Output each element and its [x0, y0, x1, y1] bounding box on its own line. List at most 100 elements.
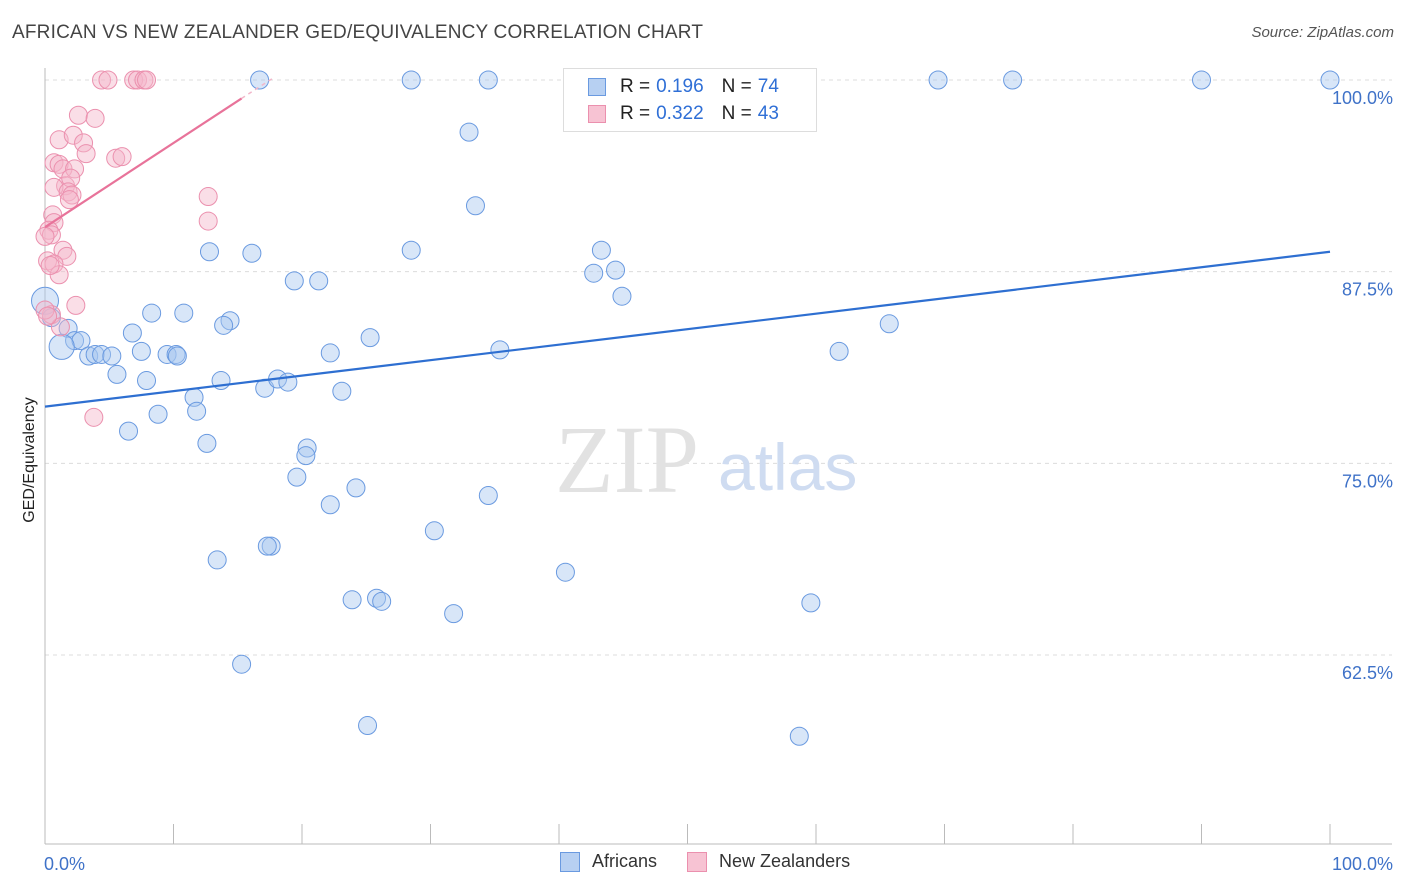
- data-point: [198, 187, 218, 207]
- data-point: [92, 70, 112, 90]
- data-point: [85, 108, 105, 128]
- data-point: [40, 256, 60, 276]
- data-point: [478, 486, 498, 506]
- data-point: [346, 478, 366, 498]
- data-point: [284, 271, 304, 291]
- chart-title: AFRICAN VS NEW ZEALANDER GED/EQUIVALENCY…: [12, 22, 704, 43]
- data-point: [612, 286, 632, 306]
- legend-swatch-africans: [588, 78, 606, 96]
- data-point: [198, 211, 218, 231]
- data-point: [167, 346, 187, 366]
- legend-item-africans[interactable]: Africans: [560, 851, 657, 872]
- data-point: [199, 242, 219, 262]
- legend-r-value: 0.196: [656, 76, 704, 97]
- data-point: [137, 70, 157, 90]
- data-point: [367, 588, 387, 608]
- data-point: [401, 240, 421, 260]
- data-point: [424, 521, 444, 541]
- data-point: [465, 196, 485, 216]
- data-point: [879, 314, 899, 334]
- legend-label-africans: Africans: [592, 851, 658, 871]
- data-point: [801, 593, 821, 613]
- data-point: [84, 407, 104, 427]
- y-tick-label: 75.0%: [1342, 471, 1393, 491]
- trendline-extension: [241, 77, 273, 100]
- y-tick-label: 62.5%: [1342, 663, 1393, 683]
- africans-points: [31, 70, 1340, 746]
- data-point: [928, 70, 948, 90]
- data-point: [142, 303, 162, 323]
- legend-r-label: R =: [620, 103, 651, 124]
- data-point: [85, 344, 105, 364]
- data-point: [297, 438, 317, 458]
- data-point: [606, 260, 626, 280]
- stats-legend: R = 0.196 N = 74 R = 0.322 N = 43: [563, 68, 817, 132]
- data-point: [98, 70, 118, 90]
- data-point: [50, 317, 70, 337]
- data-point: [76, 144, 96, 164]
- trendline-africans: [44, 250, 1331, 408]
- axes: [44, 68, 1392, 845]
- data-point: [332, 381, 352, 401]
- data-point: [232, 654, 252, 674]
- data-point: [65, 331, 85, 351]
- data-point: [197, 433, 217, 453]
- data-point: [287, 467, 307, 487]
- legend-row-africans: R = 0.196 N = 74: [588, 75, 785, 99]
- data-point: [58, 318, 78, 338]
- legend-n-value: 43: [757, 103, 779, 124]
- data-point: [41, 225, 61, 245]
- data-point: [250, 70, 270, 90]
- data-point: [214, 315, 234, 335]
- data-point: [459, 122, 479, 142]
- data-point: [131, 341, 151, 361]
- data-point: [35, 226, 55, 246]
- data-point: [242, 243, 262, 263]
- data-point: [320, 343, 340, 363]
- data-point: [342, 590, 362, 610]
- data-point: [360, 328, 380, 348]
- legend-r-label: R =: [620, 76, 651, 97]
- data-point: [107, 364, 127, 384]
- data-point: [490, 340, 510, 360]
- data-point: [187, 401, 207, 421]
- data-point: [53, 240, 73, 260]
- data-point: [174, 303, 194, 323]
- data-point: [122, 323, 142, 343]
- data-point: [320, 495, 340, 515]
- data-point: [591, 240, 611, 260]
- data-point: [789, 726, 809, 746]
- data-point: [66, 295, 86, 315]
- data-point: [478, 70, 498, 90]
- data-point: [65, 159, 85, 179]
- source-label: Source: ZipAtlas.com: [1251, 24, 1394, 41]
- data-point: [68, 105, 88, 125]
- data-point: [71, 331, 91, 351]
- legend-swatch-new-zealanders: [687, 851, 708, 872]
- legend-label-new-zealanders: New Zealanders: [719, 851, 851, 871]
- legend-r-value: 0.322: [656, 103, 704, 124]
- data-point: [102, 346, 122, 366]
- watermark-atlas: atlas: [718, 430, 857, 504]
- data-point: [63, 125, 83, 145]
- data-point: [137, 371, 157, 391]
- data-point: [148, 404, 168, 424]
- data-point: [584, 263, 604, 283]
- trendlines: [44, 77, 1331, 408]
- data-point: [38, 306, 58, 326]
- legend-n-label: N =: [721, 76, 752, 97]
- data-point: [401, 70, 421, 90]
- data-point: [444, 604, 464, 624]
- legend-item-new-zealanders[interactable]: New Zealanders: [687, 851, 850, 872]
- watermark-zip: ZIP: [555, 406, 699, 513]
- legend-n-value: 74: [757, 76, 779, 97]
- data-point: [119, 421, 139, 441]
- data-point: [48, 333, 75, 360]
- data-point: [257, 536, 277, 556]
- gridlines: [45, 79, 1392, 656]
- legend-swatch-africans: [560, 851, 580, 872]
- data-point: [58, 182, 78, 202]
- y-tick-label: 87.5%: [1342, 280, 1393, 300]
- data-point: [1320, 70, 1340, 90]
- data-point: [112, 147, 132, 167]
